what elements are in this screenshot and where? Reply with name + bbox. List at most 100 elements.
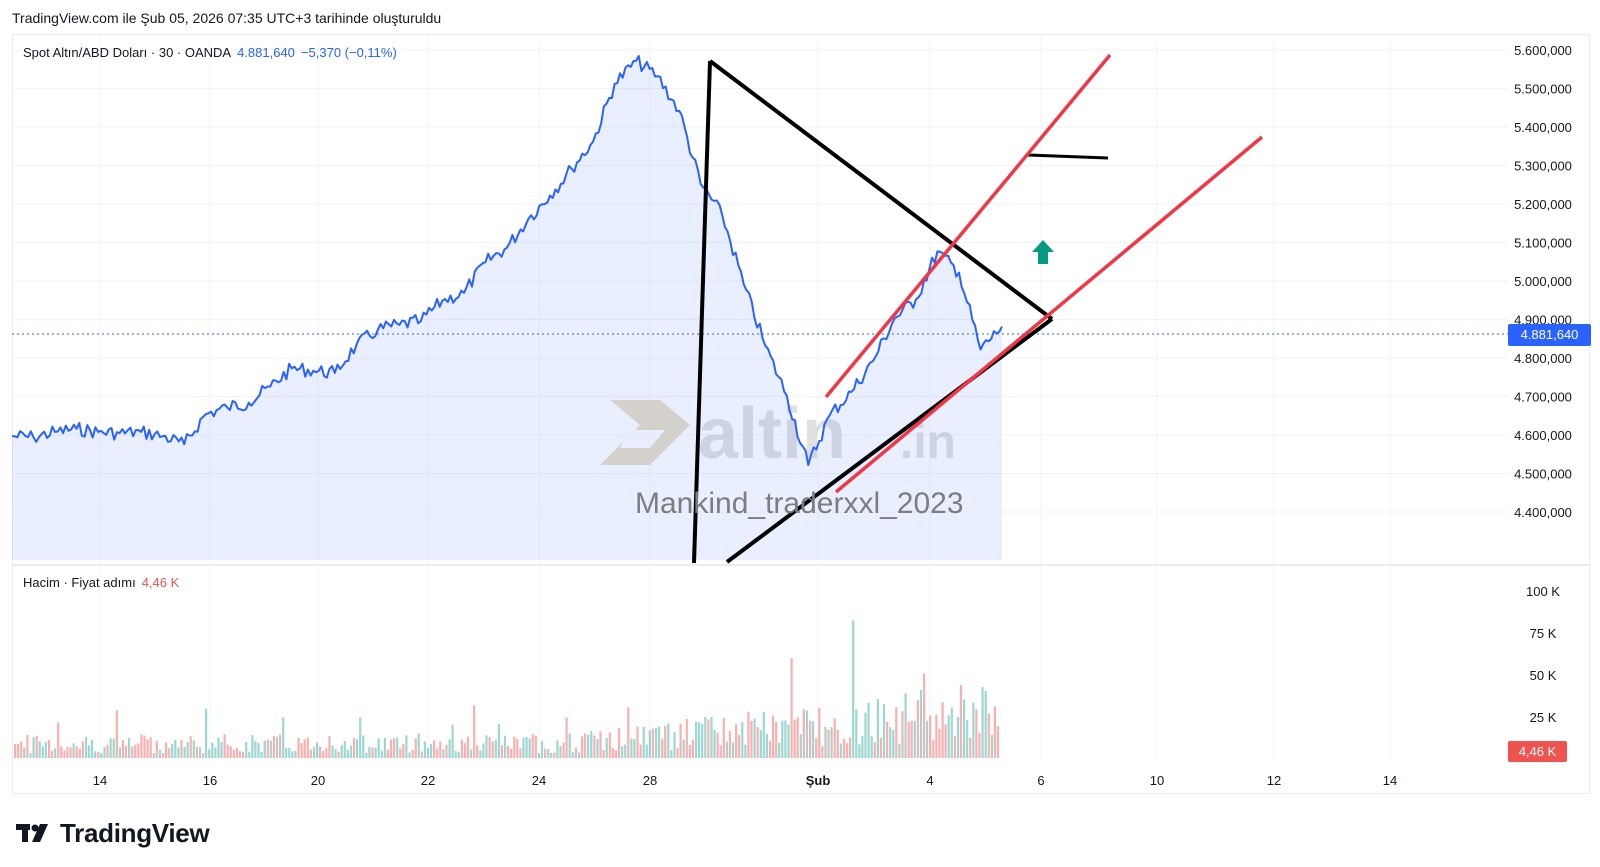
volume-bar	[198, 747, 202, 758]
volume-bar	[393, 738, 396, 758]
volume-tick-label: 100 K	[1526, 584, 1560, 599]
volume-bar	[904, 693, 907, 758]
volume-bar	[223, 734, 226, 758]
volume-bar	[513, 736, 516, 758]
volume-bar	[938, 729, 941, 758]
last-price-badge: 4.881,640	[1508, 324, 1591, 346]
volume-bar	[146, 739, 149, 758]
volume-bar	[864, 712, 867, 758]
volume-bar	[654, 727, 658, 758]
volume-bar	[161, 753, 165, 758]
volume-bar	[651, 728, 654, 758]
volume-bar	[805, 710, 809, 758]
volume-bar	[149, 737, 152, 758]
watermark-logo-icon	[600, 400, 690, 465]
volume-bar	[741, 722, 744, 758]
volume-bar	[547, 749, 550, 758]
price-tick-label: 4.500,000	[1514, 467, 1572, 482]
volume-bar	[565, 717, 568, 758]
volume-legend[interactable]: Hacim · Fiyat adımı 4,46 K	[23, 575, 179, 590]
volume-bar	[781, 720, 784, 758]
volume-bar	[430, 743, 433, 758]
volume-bar	[152, 753, 155, 758]
volume-bar	[784, 720, 787, 758]
volume-bar	[981, 687, 984, 758]
volume-bar	[941, 702, 944, 758]
volume-bar	[621, 746, 624, 758]
volume-bar	[155, 740, 158, 758]
volume-bar	[664, 725, 667, 758]
price-area	[12, 56, 1002, 560]
volume-bar	[248, 751, 251, 758]
volume-bar	[836, 730, 839, 758]
volume-bar	[254, 741, 257, 758]
volume-bar	[186, 742, 189, 758]
volume-bar	[544, 748, 547, 758]
volume-bar	[112, 738, 115, 758]
volume-bar	[500, 745, 503, 758]
volume-bar	[633, 739, 636, 758]
volume-bar	[550, 753, 553, 758]
volume-bar	[47, 739, 51, 758]
volume-bar	[642, 726, 645, 758]
volume-bar	[374, 747, 377, 758]
volume-bar	[131, 746, 134, 758]
volume-bar	[189, 736, 192, 758]
volume-bar	[405, 735, 408, 758]
volume-bar	[636, 726, 639, 758]
volume-bar	[386, 749, 389, 758]
price-tick-label: 4.900,000	[1514, 313, 1572, 328]
volume-bar	[704, 716, 707, 758]
time-tick-label: 28	[643, 773, 657, 788]
volume-bar	[873, 742, 876, 758]
volume-bar	[559, 746, 562, 758]
volume-bars	[14, 620, 1000, 758]
volume-bar	[556, 740, 559, 758]
volume-bar	[417, 733, 420, 758]
price-tick-label: 4.400,000	[1514, 505, 1572, 520]
volume-bar	[953, 735, 956, 758]
volume-bar	[947, 715, 950, 758]
volume-bar	[568, 733, 571, 758]
volume-bar	[38, 741, 41, 758]
volume-bar	[242, 751, 245, 758]
volume-bar	[707, 719, 710, 758]
volume-bar	[448, 739, 451, 758]
volume-bar	[944, 724, 947, 758]
price-tick-label: 4.800,000	[1514, 351, 1572, 366]
volume-tick-label: 50 K	[1530, 668, 1557, 683]
volume-bar	[661, 738, 664, 758]
volume-bar	[312, 747, 316, 758]
volume-bar	[232, 750, 235, 758]
volume-bar	[140, 734, 143, 758]
volume-bar	[60, 746, 63, 758]
volume-bar	[765, 734, 768, 758]
volume-bar	[291, 751, 294, 758]
volume-bar	[802, 709, 805, 758]
volume-bar	[923, 673, 926, 758]
drawing-triangle-upper-line	[708, 59, 1054, 321]
volume-bar	[402, 743, 405, 758]
volume-bar	[587, 734, 590, 758]
volume-bar	[445, 744, 448, 758]
volume-bar	[670, 750, 673, 758]
volume-bar	[790, 658, 793, 758]
volume-bar	[103, 747, 106, 758]
volume-bar	[956, 716, 960, 758]
volume-bar	[414, 738, 417, 758]
volume-bar	[408, 752, 411, 758]
volume-bar	[614, 750, 617, 758]
symbol-legend[interactable]: Spot Altın/ABD Doları · 30 · OANDA 4.881,…	[23, 45, 397, 60]
price-axis: 5.600,000 5.500,000 5.400,000 5.300,000 5.20…	[1514, 43, 1572, 520]
time-tick-label: 14	[1383, 773, 1397, 788]
tradingview-brand: TradingView	[60, 817, 210, 848]
footer-logo[interactable]: TradingView	[16, 817, 210, 848]
volume-bar	[275, 736, 279, 758]
volume-bar	[44, 741, 47, 758]
volume-bar	[744, 744, 747, 758]
volume-bar	[750, 720, 753, 758]
volume-bar	[411, 749, 414, 758]
volume-bar	[442, 749, 445, 758]
volume-bar	[673, 732, 676, 758]
